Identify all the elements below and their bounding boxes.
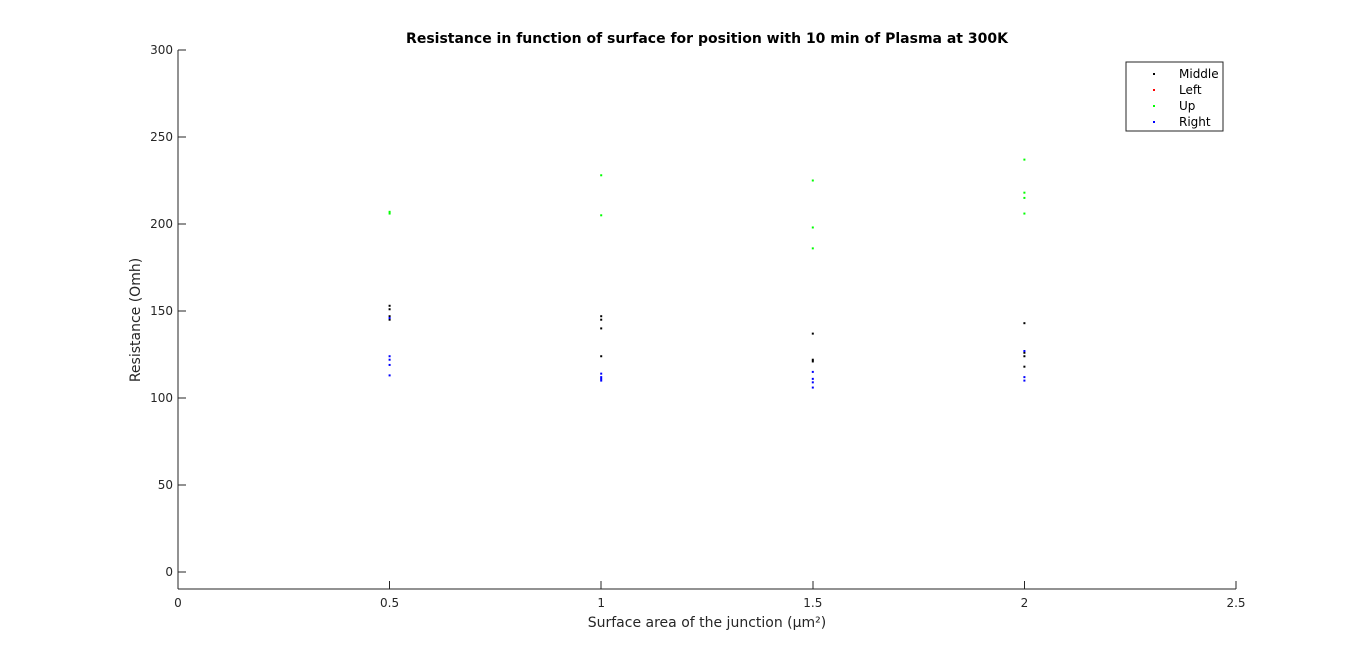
x-tick-label: 0 (174, 596, 182, 610)
data-point-middle (388, 304, 391, 307)
data-point-up (600, 214, 603, 217)
data-point-up (811, 226, 814, 229)
legend: Middle Left Up Right (1125, 61, 1224, 132)
plot-area: 0 50 100 150 200 250 300 0 0.5 1 1.5 2 2.5 (150, 43, 1245, 610)
legend-label-middle: Middle (1179, 67, 1219, 81)
data-point-middle (811, 358, 814, 361)
data-point-middle (1023, 322, 1026, 325)
legend-marker-up (1153, 105, 1155, 107)
data-point-right (600, 377, 603, 380)
y-tick-label: 250 (150, 130, 173, 144)
data-point-up (388, 210, 391, 213)
data-point-middle (388, 308, 391, 311)
data-point-up (1023, 191, 1026, 194)
data-point-middle (600, 318, 603, 321)
data-point-up (1023, 196, 1026, 199)
data-point-middle (1023, 355, 1026, 358)
data-point-right (388, 316, 391, 319)
data-point-middle (600, 327, 603, 330)
x-tick-label: 2.5 (1226, 596, 1245, 610)
legend-marker-middle (1153, 73, 1155, 75)
x-axis-ticks: 0 0.5 1 1.5 2 2.5 (174, 581, 1246, 610)
data-point-right (1023, 376, 1026, 379)
y-tick-label: 300 (150, 43, 173, 57)
data-point-right (388, 374, 391, 377)
data-point-up (600, 174, 603, 177)
y-tick-label: 100 (150, 391, 173, 405)
data-point-right (600, 379, 603, 382)
data-point-middle (1023, 365, 1026, 368)
data-points (388, 158, 1026, 389)
legend-marker-right (1153, 121, 1155, 123)
legend-box (1125, 61, 1224, 132)
data-point-middle (811, 332, 814, 335)
legend-label-up: Up (1179, 99, 1195, 113)
data-point-middle (388, 318, 391, 321)
data-point-right (811, 377, 814, 380)
data-point-middle (600, 315, 603, 318)
y-axis-ticks: 0 50 100 150 200 250 300 (150, 43, 186, 579)
data-point-middle (1023, 351, 1026, 354)
data-point-up (1023, 158, 1026, 161)
data-point-right (1023, 379, 1026, 382)
y-tick-label: 0 (165, 565, 173, 579)
x-tick-label: 1 (597, 596, 605, 610)
data-point-up (811, 179, 814, 182)
data-point-right (811, 381, 814, 384)
data-point-right (811, 370, 814, 373)
data-point-right (811, 386, 814, 389)
data-point-up (1023, 212, 1026, 215)
data-point-right (1023, 350, 1026, 353)
data-point-middle (600, 355, 603, 358)
data-point-right (600, 376, 603, 379)
x-tick-label: 2 (1021, 596, 1029, 610)
x-tick-label: 1.5 (803, 596, 822, 610)
data-point-right (388, 358, 391, 361)
legend-label-left: Left (1179, 83, 1202, 97)
data-point-right (388, 355, 391, 358)
y-tick-label: 50 (158, 478, 173, 492)
data-point-middle (388, 315, 391, 318)
y-axis-title: Resistance (Omh) (128, 258, 144, 382)
legend-marker-left (1153, 89, 1155, 91)
chart-title: Resistance in function of surface for po… (406, 31, 1009, 47)
y-tick-label: 200 (150, 217, 173, 231)
x-axis-title: Surface area of the junction (µm²) (588, 615, 827, 631)
data-point-right (388, 363, 391, 366)
data-point-up (388, 212, 391, 215)
x-tick-label: 0.5 (380, 596, 399, 610)
y-tick-label: 150 (150, 304, 173, 318)
data-point-up (811, 247, 814, 250)
legend-label-right: Right (1179, 115, 1211, 129)
data-point-right (600, 372, 603, 375)
data-point-middle (811, 360, 814, 363)
